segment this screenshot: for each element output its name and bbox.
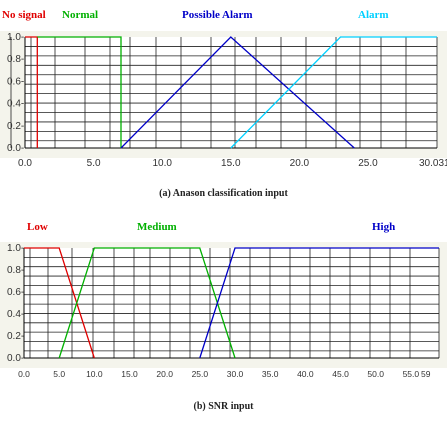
legend-label-normal: Normal (62, 9, 98, 21)
y-tick-label: 0.0- (7, 143, 24, 154)
y-tick-label: 0.8- (7, 54, 24, 65)
legend-label-no-signal: No signal (2, 9, 46, 21)
x-tick-label: 10.0 (86, 369, 103, 379)
x-tick-label: 30.031 (419, 158, 447, 169)
x-tick-label: 45.0 (332, 369, 349, 379)
y-tick-label: 1.0- (7, 243, 24, 254)
x-tick-label: 20.0 (156, 369, 173, 379)
grid (24, 248, 440, 358)
chart-a-caption: (a) Anason classification input (159, 188, 288, 199)
y-tick-label: 0.8- (7, 265, 24, 276)
x-tick-label: 55.0 (403, 369, 420, 379)
y-tick-label: 0.6- (7, 76, 24, 87)
legend-label-high: High (372, 221, 395, 233)
chart-a-anason-classification: 0.0- 0.2- 0.4- 0.6- 0.8- 1.0- 0.0 5.0 10.0 15.0 20… (0, 9, 447, 169)
x-tick-label: 15.0 (221, 158, 241, 169)
series-line-possible-alarm (120, 36, 355, 149)
x-tick-label: 50.0 (367, 369, 384, 379)
chart-b-snr-input: 0.0- 0.2- 0.4- 0.6- 0.8- 1.0- 0.0 5.0 10.0 15.0 20… (0, 221, 447, 379)
series-line-alarm (230, 36, 437, 149)
x-tick-label: 15.0 (121, 369, 138, 379)
y-tick-label: 0.2- (7, 331, 24, 342)
series-line-high (199, 247, 439, 359)
y-tick-label: 0.4- (7, 99, 24, 110)
y-tick-label: 0.4- (7, 309, 24, 320)
x-tick-label: 30.0 (227, 369, 244, 379)
x-tick-label: 5.0 (87, 158, 101, 169)
grid (10, 37, 438, 148)
x-tick-label: 25.0 (358, 158, 378, 169)
x-tick-label: 5.0 (53, 369, 65, 379)
x-tick-label: 40.0 (297, 369, 314, 379)
series-line-low (24, 247, 95, 359)
legend-label-possible-alarm: Possible Alarm (182, 9, 253, 21)
x-tick-label: 25.0 (192, 369, 209, 379)
series-line-normal (37, 36, 122, 148)
x-tick-label: 20.0 (290, 158, 310, 169)
x-tick-label: 0.0 (18, 369, 30, 379)
y-tick-label: 0.6- (7, 287, 24, 298)
y-tick-label: 0.0- (7, 353, 24, 364)
x-tick-label: 35.0 (262, 369, 279, 379)
x-tick-label: 59 (421, 369, 431, 379)
x-tick-label: 0.0 (18, 158, 32, 169)
chart-b-caption: (b) SNR input (193, 401, 254, 412)
x-tick-label: 10.0 (152, 158, 172, 169)
legend-label-medium: Medium (137, 221, 177, 233)
legend-label-alarm: Alarm (358, 9, 389, 21)
y-tick-label: 0.2- (7, 121, 24, 132)
y-tick-label: 1.0- (7, 32, 24, 43)
legend-label-low: Low (27, 221, 48, 233)
